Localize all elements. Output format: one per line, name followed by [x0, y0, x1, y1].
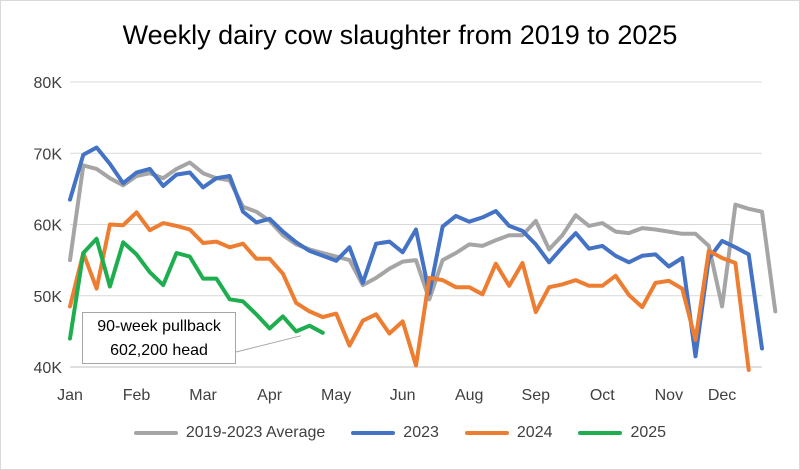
x-tick-label: Oct	[590, 387, 615, 404]
x-tick-label: Jun	[390, 387, 416, 404]
legend-label-2023: 2023	[403, 424, 439, 441]
legend-swatch-2025	[578, 431, 623, 435]
legend-label-average: 2019-2023 Average	[185, 424, 326, 441]
legend-swatch-2023	[351, 431, 396, 435]
annotation-line-1: 90-week pullback	[97, 318, 221, 335]
y-tick-label: 70K	[34, 146, 63, 163]
x-tick-label: Jan	[57, 387, 83, 404]
legend-swatch-2024	[464, 431, 509, 435]
series-line-2024	[68, 210, 751, 372]
chart-legend: 2019-2023 Average 2023 2024 2025	[0, 424, 800, 442]
legend-item-2023: 2023	[351, 424, 439, 442]
x-tick-label: Mar	[189, 387, 217, 404]
annotation-line-2: 602,200 head	[110, 342, 208, 359]
legend-label-2025: 2025	[630, 424, 667, 441]
legend-label-2024: 2024	[516, 424, 553, 441]
y-tick-label: 40K	[34, 360, 63, 377]
y-tick-label: 50K	[34, 289, 63, 306]
legend-item-average: 2019-2023 Average	[133, 424, 326, 442]
series-line-2019-2023-average	[68, 160, 778, 314]
x-tick-label: Aug	[455, 387, 483, 404]
y-tick-label: 80K	[34, 75, 63, 92]
series-line-2023	[68, 145, 764, 359]
series-line-2025	[68, 236, 325, 341]
x-tick-label: Apr	[257, 387, 283, 404]
legend-item-2025: 2025	[578, 424, 666, 442]
x-tick-label: Nov	[655, 387, 683, 404]
annotation-leader-line	[235, 335, 301, 353]
x-tick-label: Dec	[708, 387, 736, 404]
x-tick-label: Sep	[522, 387, 551, 404]
annotation-callout: 90-week pullback 602,200 head	[82, 312, 236, 364]
x-tick-label: May	[321, 387, 351, 404]
legend-item-2024: 2024	[464, 424, 553, 442]
legend-swatch-average	[133, 431, 178, 435]
y-tick-label: 60K	[34, 218, 63, 235]
chart-title: Weekly dairy cow slaughter from 2019 to …	[122, 20, 678, 50]
x-tick-label: Feb	[123, 387, 151, 404]
